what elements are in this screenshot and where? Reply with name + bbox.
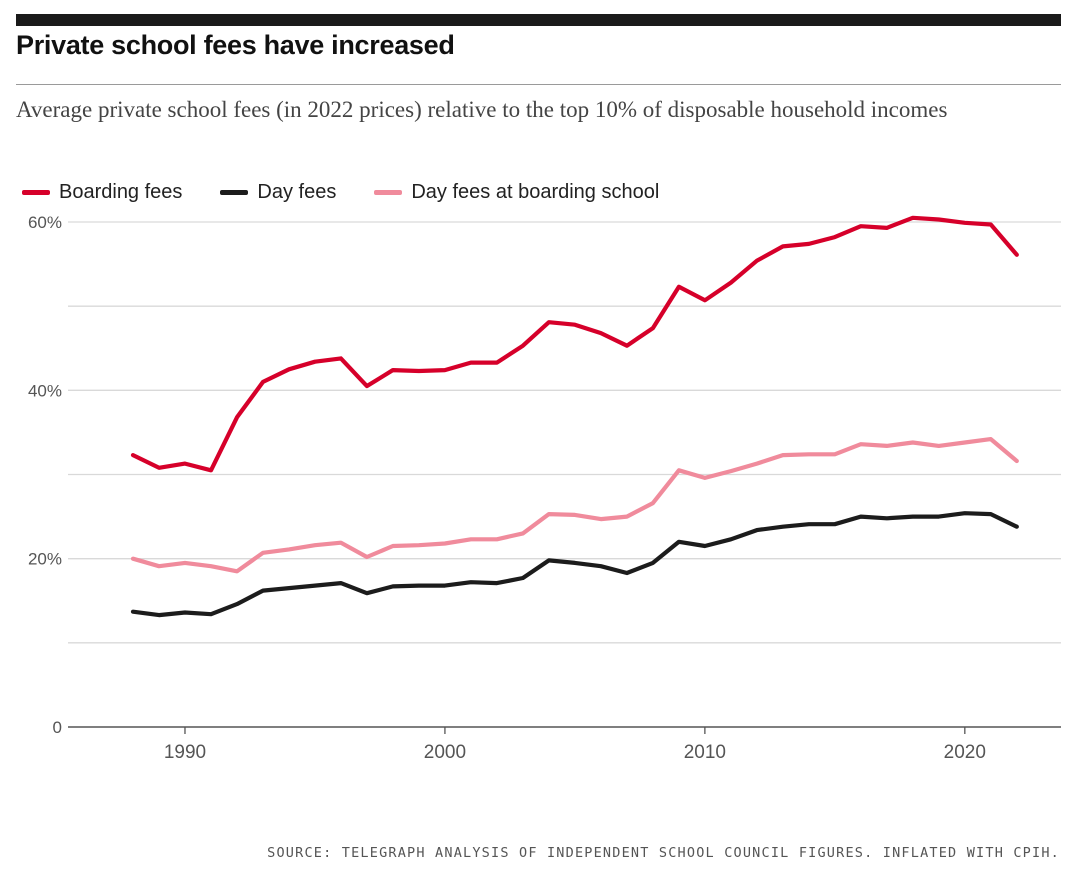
legend-item-boarding-fees: Boarding fees (22, 181, 182, 204)
legend-label-boarding-fees: Boarding fees (59, 180, 183, 203)
legend-label-day-fees: Day fees (257, 180, 337, 203)
y-tick-label-20: 20% (28, 550, 62, 569)
legend-item-day-fees-at-boarding-school: Day fees at boarding school (374, 181, 659, 204)
legend-swatch-day-fees (220, 189, 249, 195)
title-divider (16, 84, 1061, 85)
y-tick-label-0: 0 (53, 718, 62, 737)
x-tick-label-1990: 1990 (164, 742, 206, 763)
chart-subtitle: Average private school fees (in 2022 pri… (16, 97, 948, 122)
x-tick-label-2020: 2020 (944, 742, 986, 763)
legend: Boarding fees Day fees Day fees at board… (22, 178, 697, 206)
series-line-day-fees (130, 511, 1019, 618)
source-note: SOURCE: TELEGRAPH ANALYSIS OF INDEPENDEN… (267, 845, 1060, 861)
y-tick-label-60: 60% (28, 213, 62, 232)
x-tick-label-2010: 2010 (684, 742, 726, 763)
y-tick-label-40: 40% (28, 381, 62, 400)
x-tick-label-2000: 2000 (424, 742, 466, 763)
legend-swatch-boarding-fees (22, 189, 50, 195)
legend-swatch-day-fees-at-boarding-school (374, 189, 403, 195)
series-line-boarding-fees (130, 215, 1019, 473)
series-line-day-fees-at-boarding-school (130, 437, 1019, 574)
top-rule (16, 14, 1061, 26)
legend-item-day-fees: Day fees (220, 181, 336, 204)
line-chart: 0 20% 40% 60% 1990 2000 2010 2020 (28, 213, 1061, 763)
chart-title: Private school fees have increased (16, 30, 455, 60)
legend-label-day-fees-at-boarding-school: Day fees at boarding school (411, 180, 660, 203)
